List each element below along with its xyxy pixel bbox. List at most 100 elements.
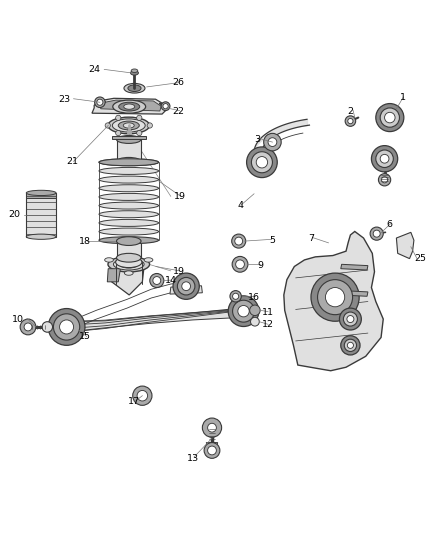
Circle shape <box>230 290 241 302</box>
Ellipse shape <box>128 85 141 92</box>
Circle shape <box>348 118 353 124</box>
Text: 26: 26 <box>173 78 185 87</box>
Polygon shape <box>107 269 120 282</box>
Circle shape <box>251 317 259 326</box>
Circle shape <box>378 174 391 186</box>
Circle shape <box>95 97 105 108</box>
Ellipse shape <box>26 190 56 196</box>
Circle shape <box>163 103 168 109</box>
Ellipse shape <box>99 202 159 209</box>
Circle shape <box>339 308 361 330</box>
Circle shape <box>268 138 277 147</box>
Circle shape <box>133 386 152 405</box>
Circle shape <box>345 116 356 126</box>
Ellipse shape <box>99 176 159 183</box>
Circle shape <box>256 157 268 168</box>
Ellipse shape <box>117 157 141 165</box>
Circle shape <box>204 442 220 458</box>
Text: 21: 21 <box>66 157 78 166</box>
Circle shape <box>381 177 388 183</box>
Polygon shape <box>26 193 56 237</box>
Text: 3: 3 <box>254 135 261 144</box>
Text: 7: 7 <box>308 233 314 243</box>
Text: 14: 14 <box>165 276 177 285</box>
Ellipse shape <box>26 234 56 239</box>
Circle shape <box>341 336 360 355</box>
Circle shape <box>347 316 354 322</box>
Ellipse shape <box>99 167 159 174</box>
Circle shape <box>232 256 248 272</box>
Text: 18: 18 <box>79 237 92 246</box>
Circle shape <box>250 305 260 316</box>
Circle shape <box>371 146 398 172</box>
Polygon shape <box>170 286 202 294</box>
Circle shape <box>137 115 142 120</box>
Circle shape <box>343 312 357 326</box>
Circle shape <box>173 273 199 300</box>
Text: 16: 16 <box>248 293 260 302</box>
Text: 9: 9 <box>258 261 264 270</box>
Text: 23: 23 <box>59 95 71 104</box>
Circle shape <box>385 112 395 123</box>
Text: 5: 5 <box>269 236 276 245</box>
Circle shape <box>376 150 393 167</box>
Polygon shape <box>112 136 146 139</box>
Circle shape <box>24 323 32 331</box>
Text: 15: 15 <box>79 332 92 341</box>
Circle shape <box>344 339 357 351</box>
Circle shape <box>150 273 164 287</box>
Polygon shape <box>26 193 56 198</box>
Circle shape <box>373 230 380 237</box>
Circle shape <box>105 123 110 128</box>
Circle shape <box>177 278 195 295</box>
Text: 6: 6 <box>387 220 393 229</box>
Circle shape <box>238 305 249 317</box>
Polygon shape <box>67 308 246 332</box>
Polygon shape <box>396 232 414 259</box>
Ellipse shape <box>99 220 159 227</box>
Circle shape <box>161 102 170 110</box>
Text: 20: 20 <box>8 211 20 219</box>
Circle shape <box>380 108 399 127</box>
Circle shape <box>347 342 353 349</box>
Ellipse shape <box>131 69 138 72</box>
Text: 12: 12 <box>262 320 274 329</box>
Polygon shape <box>29 199 53 233</box>
Circle shape <box>48 309 85 345</box>
Ellipse shape <box>124 271 133 275</box>
Ellipse shape <box>113 259 144 270</box>
Text: 11: 11 <box>262 308 274 317</box>
Circle shape <box>137 391 148 401</box>
Text: 19: 19 <box>173 267 185 276</box>
Ellipse shape <box>99 159 159 166</box>
Ellipse shape <box>117 135 141 143</box>
Ellipse shape <box>99 228 159 235</box>
Circle shape <box>325 287 345 307</box>
Ellipse shape <box>119 102 140 111</box>
Text: 1: 1 <box>400 93 406 102</box>
Polygon shape <box>112 262 145 295</box>
Polygon shape <box>206 442 218 449</box>
Polygon shape <box>284 231 383 371</box>
Polygon shape <box>92 98 166 114</box>
Circle shape <box>20 319 36 335</box>
Polygon shape <box>117 241 141 258</box>
Ellipse shape <box>113 100 145 113</box>
Circle shape <box>42 322 53 332</box>
Ellipse shape <box>124 104 134 109</box>
Circle shape <box>208 423 216 432</box>
Ellipse shape <box>131 71 138 75</box>
Circle shape <box>97 99 103 106</box>
Polygon shape <box>341 264 368 270</box>
Circle shape <box>236 260 244 269</box>
Circle shape <box>228 296 259 327</box>
Ellipse shape <box>144 258 153 262</box>
Text: 19: 19 <box>173 192 186 201</box>
Circle shape <box>251 152 272 173</box>
Circle shape <box>116 115 121 120</box>
Circle shape <box>370 227 383 240</box>
Ellipse shape <box>99 159 159 166</box>
Ellipse shape <box>108 257 149 272</box>
Polygon shape <box>341 290 368 296</box>
Ellipse shape <box>124 123 134 128</box>
